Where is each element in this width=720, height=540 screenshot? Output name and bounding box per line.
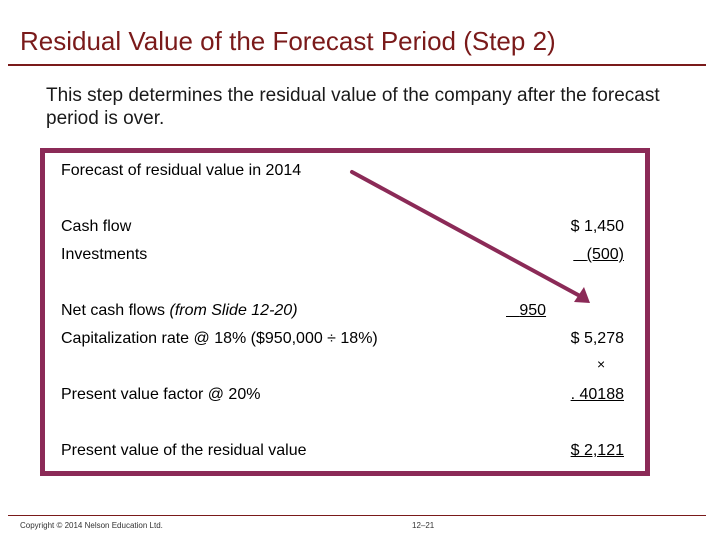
cash-flow-label: Cash flow [61,218,132,235]
pv-factor-value: . 40188 [570,386,624,403]
title-divider [8,64,706,66]
box-heading: Forecast of residual value in 2014 [61,162,302,179]
residual-value-box [40,148,650,476]
footer-divider [8,515,706,516]
multiply-symbol: × [597,356,606,372]
net-cash-flows-text: Net cash flows [61,302,170,319]
investments-label: Investments [61,246,148,263]
slide-title: Residual Value of the Forecast Period (S… [20,26,556,56]
capitalization-value: $ 5,278 [570,330,624,347]
intro-text: This step determines the residual value … [46,85,660,129]
pv-factor-label: Present value factor @ 20% [61,386,261,403]
net-cash-flows-note: (from Slide 12-20) [169,302,298,319]
net-cash-flows-value: 950 [519,302,547,319]
cash-flow-value: $ 1,450 [570,218,624,235]
capitalization-label: Capitalization rate @ 18% ($950,000 ÷ 18… [61,330,378,347]
investments-value: (500) [586,246,624,263]
net-cash-flows-label: Net cash flows (from Slide 12-20) [61,302,298,320]
pv-residual-label: Present value of the residual value [61,442,307,459]
pv-residual-value: $ 2,121 [570,442,624,459]
footer-page-number: 12–21 [412,521,435,530]
footer-copyright: Copyright © 2014 Nelson Education Ltd. [20,521,163,530]
